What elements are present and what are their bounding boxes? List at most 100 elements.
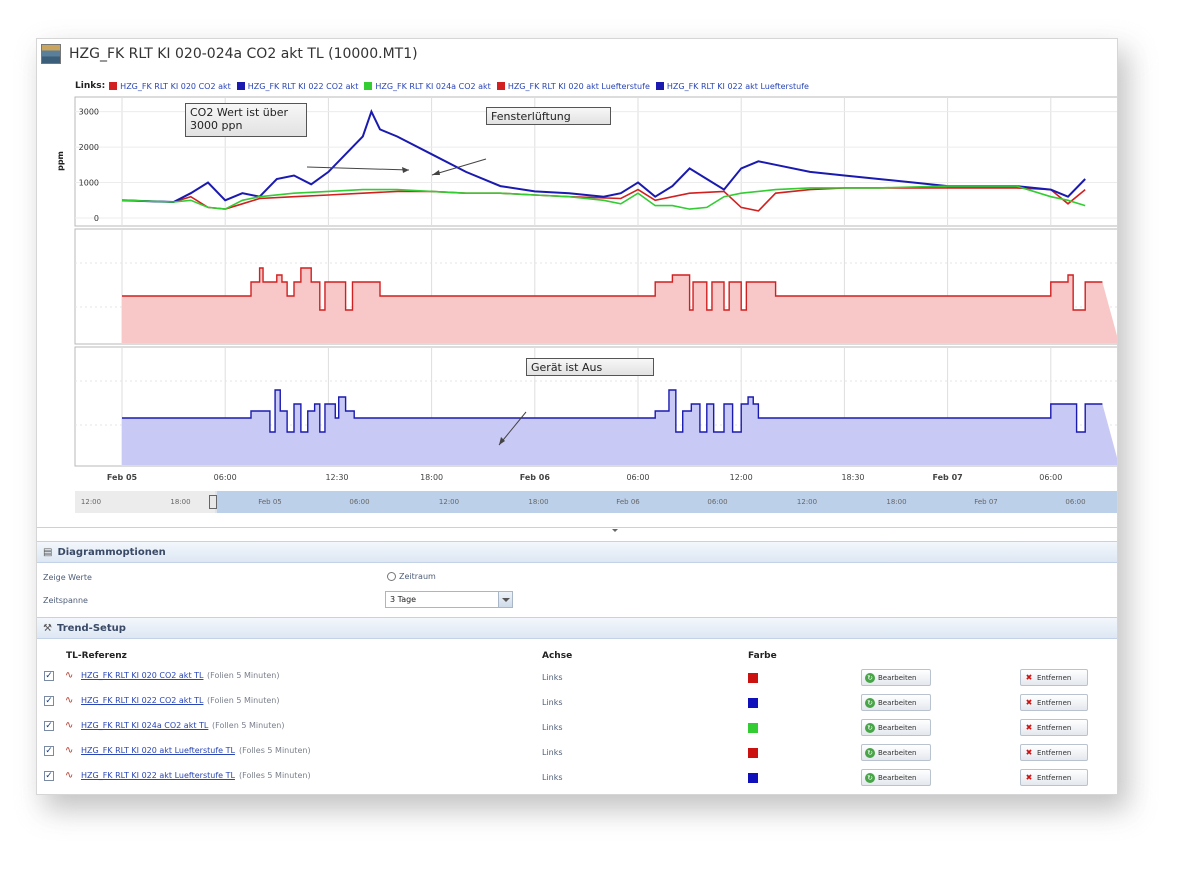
edit-button[interactable]: ↻ Bearbeiten <box>861 719 931 736</box>
trend-reference-link[interactable]: HZG_FK RLT KI 024a CO2 akt TL <box>81 721 209 730</box>
legend-item[interactable]: HZG_FK RLT KI 020 CO2 akt <box>109 82 231 91</box>
edit-icon: ↻ <box>865 747 875 758</box>
edit-icon: ↻ <box>865 772 875 783</box>
navigator-label: 06:00 <box>1065 498 1086 506</box>
trend-row: ✓ ∿ HZG_FK RLT KI 020 CO2 akt TL (Folien 5 … <box>37 667 1117 691</box>
series-line-co2-1 <box>121 187 1086 212</box>
edit-button[interactable]: ↻ Bearbeiten <box>861 669 931 686</box>
trend-setup-header[interactable]: ⚒ Trend-Setup <box>37 617 1117 639</box>
legend-item-label: HZG_FK RLT KI 020 akt Luefterstufe <box>507 81 650 91</box>
edit-icon: ↻ <box>865 697 875 708</box>
time-axis-label: 18:00 <box>420 473 444 482</box>
time-axis-label: 06:00 <box>213 473 237 482</box>
trend-window: HZG_FK RLT KI 020-024a CO2 akt TL (10000… <box>36 38 1118 795</box>
series-luefter-020-fill <box>122 268 1117 343</box>
trend-line-icon: ∿ <box>65 720 74 731</box>
edit-label: Bearbeiten <box>878 723 917 732</box>
trend-reference-link[interactable]: HZG_FK RLT KI 020 akt Luefterstufe TL <box>81 746 235 755</box>
trend-row: ✓ ∿ HZG_FK RLT KI 020 akt Luefterstufe TL (… <box>37 742 1117 766</box>
navigator-label: 18:00 <box>528 498 549 506</box>
remove-label: Entfernen <box>1037 673 1072 682</box>
edit-label: Bearbeiten <box>878 698 917 707</box>
collapse-arrow-icon[interactable] <box>612 529 618 532</box>
series-luefter-022-line <box>122 389 1103 433</box>
trend-axis-value: Links <box>542 748 563 757</box>
trend-line-icon: ∿ <box>65 770 74 781</box>
trend-interval-text: (Folien 5 Minuten) <box>207 696 280 705</box>
trend-enable-checkbox[interactable]: ✓ <box>44 771 54 781</box>
remove-button[interactable]: ✖ Entfernen <box>1020 719 1088 736</box>
navigator-drag-handle[interactable] <box>209 495 217 509</box>
legend-label: Links: <box>75 81 106 91</box>
column-header-color: Farbe <box>748 651 777 661</box>
edit-button[interactable]: ↻ Bearbeiten <box>861 744 931 761</box>
trend-enable-checkbox[interactable]: ✓ <box>44 671 54 681</box>
edit-button[interactable]: ↻ Bearbeiten <box>861 694 931 711</box>
navigator-label: 12:00 <box>80 498 102 506</box>
remove-button[interactable]: ✖ Entfernen <box>1020 694 1088 711</box>
panel-splitter[interactable] <box>37 527 1117 533</box>
show-values-radio[interactable]: Zeitraum <box>387 572 436 581</box>
legend-item-label: HZG_FK RLT KI 022 akt Luefterstufe <box>666 81 809 91</box>
trend-color-swatch[interactable] <box>748 773 758 783</box>
trend-enable-checkbox[interactable]: ✓ <box>44 746 54 756</box>
trend-row: ✓ ∿ HZG_FK RLT KI 022 akt Luefterstufe TL (… <box>37 767 1117 791</box>
diagram-options-header[interactable]: ▤ Diagrammoptionen <box>37 541 1117 563</box>
annotation-window-vent-text: Fensterlüftung <box>491 110 571 123</box>
trend-row: ✓ ∿ HZG_FK RLT KI 022 CO2 akt TL (Folien 5 … <box>37 692 1117 716</box>
show-values-option: Zeitraum <box>399 572 436 581</box>
remove-x-icon: ✖ <box>1025 672 1033 682</box>
time-axis-label: 18:30 <box>841 473 865 482</box>
y-axis-label: ppm <box>56 151 65 171</box>
navigator-selected-range[interactable] <box>217 491 1117 513</box>
trend-axis-value: Links <box>542 673 563 682</box>
trend-enable-checkbox[interactable]: ✓ <box>44 721 54 731</box>
navigator-label: 12:00 <box>438 498 460 506</box>
trend-interval-text: (Folien 5 Minuten) <box>207 671 280 680</box>
remove-button[interactable]: ✖ Entfernen <box>1020 744 1088 761</box>
edit-button[interactable]: ↻ Bearbeiten <box>861 769 931 786</box>
trend-axis-value: Links <box>542 698 563 707</box>
legend-item[interactable]: HZG_FK RLT KI 022 CO2 akt <box>236 82 358 91</box>
trend-chart[interactable]: 0 1000 2000 3000 ppm <box>37 95 1118 471</box>
trend-color-swatch[interactable] <box>748 698 758 708</box>
trend-interval-text: (Follen 5 Minuten) <box>212 721 285 730</box>
annotation-device-off-text: Gerät ist Aus <box>531 361 603 374</box>
trend-interval-text: (Folles 5 Minuten) <box>239 746 311 755</box>
legend-item[interactable]: HZG_FK RLT KI 020 akt Luefterstufe <box>496 81 650 91</box>
time-axis-label: 06:00 <box>1039 473 1063 482</box>
time-navigator[interactable]: 12:00 18:00 Feb 05 06:00 12:00 18:00 Feb 06 06:… <box>75 491 1117 513</box>
trend-reference-link[interactable]: HZG_FK RLT KI 022 akt Luefterstufe TL <box>81 771 235 780</box>
chart-options-icon: ▤ <box>43 546 53 558</box>
legend-item[interactable]: HZG_FK RLT KI 024a CO2 akt <box>364 81 491 91</box>
annotation-co2-over: CO2 Wert ist über 3000 ppn <box>185 103 307 137</box>
trend-enable-checkbox[interactable]: ✓ <box>44 696 54 706</box>
annotation-arrow <box>306 166 410 171</box>
legend-item-label: HZG_FK RLT KI 024a CO2 akt <box>375 81 491 91</box>
trend-interval-text: (Folles 5 Minuten) <box>239 771 311 780</box>
trend-color-swatch[interactable] <box>748 723 758 733</box>
trend-row: ✓ ∿ HZG_FK RLT KI 024a CO2 akt TL (Follen 5… <box>37 717 1117 741</box>
edit-icon: ↻ <box>865 672 875 683</box>
legend-item[interactable]: HZG_FK RLT KI 022 akt Luefterstufe <box>655 81 809 91</box>
timespan-select[interactable]: 3 Tage <box>385 591 513 608</box>
trend-color-swatch[interactable] <box>748 748 758 758</box>
time-axis-label: Feb 05 <box>106 473 138 482</box>
trend-color-swatch[interactable] <box>748 673 758 683</box>
trend-setup-title: Trend-Setup <box>56 622 126 634</box>
column-header-axis: Achse <box>542 651 573 661</box>
legend-item-label: HZG_FK RLT KI 020 CO2 akt <box>120 81 231 91</box>
radio-button-icon[interactable] <box>387 572 396 581</box>
y-tick-label: 0 <box>94 214 99 223</box>
remove-label: Entfernen <box>1037 748 1072 757</box>
trend-reference-link[interactable]: HZG_FK RLT KI 022 CO2 akt TL <box>81 696 204 705</box>
dropdown-arrow-icon[interactable] <box>498 592 512 607</box>
remove-button[interactable]: ✖ Entfernen <box>1020 769 1088 786</box>
trend-reference-link[interactable]: HZG_FK RLT KI 020 CO2 akt TL <box>81 671 204 680</box>
remove-x-icon: ✖ <box>1025 722 1033 732</box>
show-values-label: Zeige Werte <box>43 573 92 582</box>
series-luefter-020-line <box>122 267 1103 311</box>
legend-swatch <box>109 82 118 90</box>
remove-button[interactable]: ✖ Entfernen <box>1020 669 1088 686</box>
remove-x-icon: ✖ <box>1025 747 1033 757</box>
